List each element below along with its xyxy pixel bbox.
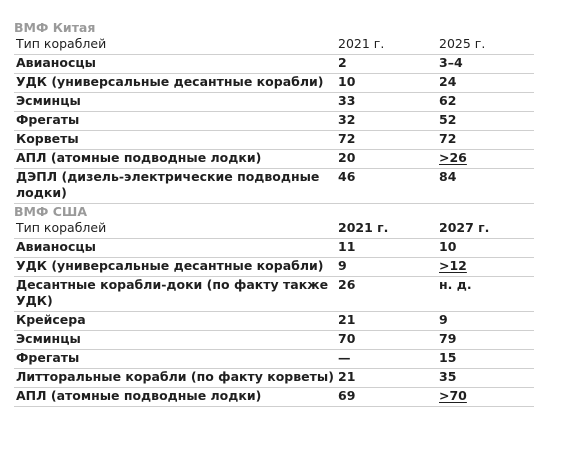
value-year-2: >70 (437, 387, 534, 407)
china-section-title: ВМФ Китая (14, 20, 96, 35)
table-row: ДЭПЛ (дизель-электрические подводные лод… (14, 168, 534, 204)
usa-fleet-table: Тип кораблей 2021 г. 2027 г. Авианосцы 1… (14, 220, 534, 407)
china-header-type: Тип кораблей (14, 36, 336, 55)
value-year-2: 84 (437, 168, 534, 204)
value-year-1: 21 (336, 311, 437, 331)
china-header-year-1: 2021 г. (336, 36, 437, 55)
table-row: Корветы 72 72 (14, 130, 534, 150)
ship-type: АПЛ (атомные подводные лодки) (14, 387, 336, 407)
ship-type: Корветы (14, 130, 336, 150)
value-year-2: 10 (437, 238, 534, 258)
table-row: Фрегаты — 15 (14, 349, 534, 369)
value-year-2: 35 (437, 368, 534, 388)
ship-type: Авианосцы (14, 238, 336, 258)
value-year-1: 32 (336, 111, 437, 131)
ship-type: Крейсера (14, 311, 336, 331)
value-year-2: 3–4 (437, 54, 534, 74)
value-year-1: 69 (336, 387, 437, 407)
table-row: АПЛ (атомные подводные лодки) 20 >26 (14, 149, 534, 169)
value-year-1: 10 (336, 73, 437, 93)
ship-type: Десантные корабли-доки (по факту также У… (14, 276, 336, 312)
value-year-2: 62 (437, 92, 534, 112)
value-year-1: — (336, 349, 437, 369)
ship-type: Авианосцы (14, 54, 336, 74)
value-year-1: 70 (336, 330, 437, 350)
value-year-1: 21 (336, 368, 437, 388)
usa-header-year-2: 2027 г. (437, 220, 534, 239)
usa-section-title: ВМФ США (14, 204, 88, 219)
value-year-1: 72 (336, 130, 437, 150)
value-year-2: 52 (437, 111, 534, 131)
value-year-2: 9 (437, 311, 534, 331)
table-row: УДК (универсальные десантные корабли) 10… (14, 73, 534, 93)
ship-type: УДК (универсальные десантные корабли) (14, 257, 336, 277)
value-year-2: 24 (437, 73, 534, 93)
table-row: Крейсера 21 9 (14, 311, 534, 331)
value-year-2: 72 (437, 130, 534, 150)
value-year-2: 79 (437, 330, 534, 350)
table-row: УДК (универсальные десантные корабли) 9 … (14, 257, 534, 277)
value-year-2: н. д. (437, 276, 534, 312)
table-row: Авианосцы 2 3–4 (14, 54, 534, 74)
value-year-2: >26 (437, 149, 534, 169)
table-row: Литторальные корабли (по факту корветы) … (14, 368, 534, 388)
ship-type: Эсминцы (14, 92, 336, 112)
value-year-1: 26 (336, 276, 437, 312)
value-year-1: 46 (336, 168, 437, 204)
value-year-1: 2 (336, 54, 437, 74)
table-row: Авианосцы 11 10 (14, 238, 534, 258)
ship-type: АПЛ (атомные подводные лодки) (14, 149, 336, 169)
value-year-1: 9 (336, 257, 437, 277)
value-year-1: 11 (336, 238, 437, 258)
usa-header-type: Тип кораблей (14, 220, 336, 239)
fleet-comparison: ВМФ Китая Тип кораблей 2021 г. 2025 г. А… (14, 20, 534, 407)
china-header-row: Тип кораблей 2021 г. 2025 г. (14, 36, 534, 55)
value-year-1: 20 (336, 149, 437, 169)
ship-type: Эсминцы (14, 330, 336, 350)
table-row: Десантные корабли-доки (по факту также У… (14, 276, 534, 312)
table-row: Эсминцы 33 62 (14, 92, 534, 112)
ship-type: УДК (универсальные десантные корабли) (14, 73, 336, 93)
ship-type: ДЭПЛ (дизель-электрические подводные лод… (14, 168, 336, 204)
table-row: АПЛ (атомные подводные лодки) 69 >70 (14, 387, 534, 407)
usa-header-row: Тип кораблей 2021 г. 2027 г. (14, 220, 534, 239)
value-year-2: 15 (437, 349, 534, 369)
china-fleet-table: Тип кораблей 2021 г. 2025 г. Авианосцы 2… (14, 36, 534, 204)
value-year-1: 33 (336, 92, 437, 112)
table-row: Фрегаты 32 52 (14, 111, 534, 131)
value-year-2: >12 (437, 257, 534, 277)
ship-type: Фрегаты (14, 349, 336, 369)
usa-header-year-1: 2021 г. (336, 220, 437, 239)
table-row: Эсминцы 70 79 (14, 330, 534, 350)
china-header-year-2: 2025 г. (437, 36, 534, 55)
ship-type: Литторальные корабли (по факту корветы) (14, 368, 336, 388)
ship-type: Фрегаты (14, 111, 336, 131)
